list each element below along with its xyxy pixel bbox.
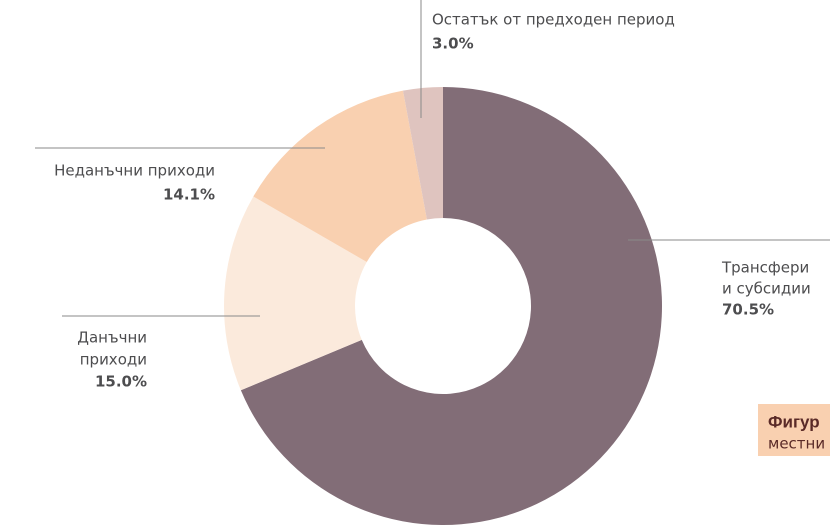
slice-label: Трансфери [721,259,809,277]
slice-label: приходи [80,351,147,369]
donut-slice [240,87,662,525]
slice-label: Неданъчни приходи [54,162,215,180]
slice-label: и субсидии [722,280,811,298]
caption-subtitle: местни [768,435,825,453]
value-label: 15.0% [95,373,147,391]
slice-label: Данъчни [77,329,147,347]
caption-title: Фигур [768,412,820,431]
slice-label: Остатък от предходен период [432,11,675,29]
value-label: 3.0% [432,35,474,53]
value-label: 70.5% [722,301,774,319]
caption-box [758,404,830,456]
donut-slice [253,90,427,262]
donut-slice [402,87,443,220]
donut-slice [224,196,367,391]
value-label: 14.1% [163,186,215,204]
